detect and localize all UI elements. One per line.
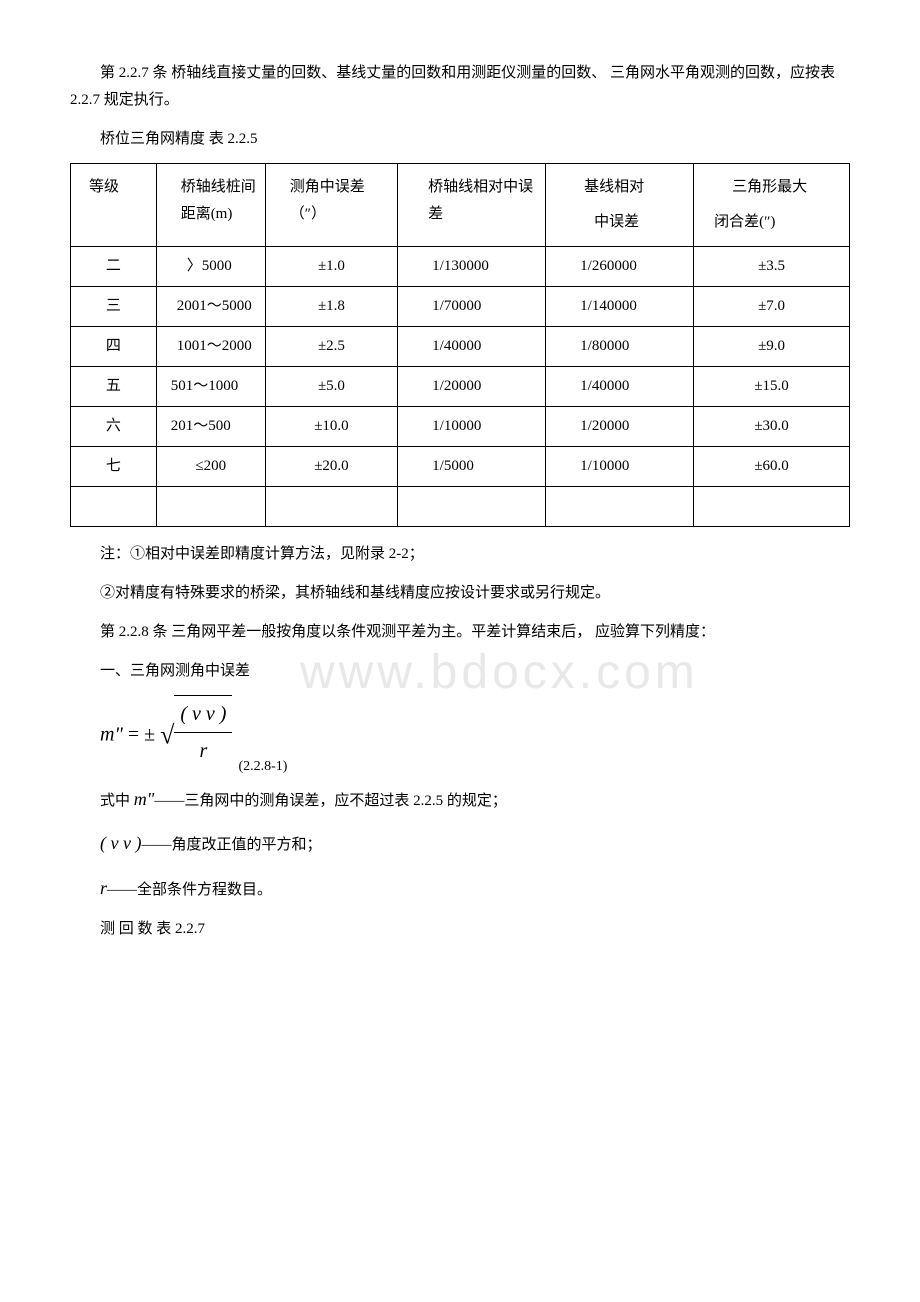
def-r-line: r——全部条件方程数目。 xyxy=(70,872,850,904)
table2-caption: 测 回 数 表 2.2.7 xyxy=(70,916,850,943)
cell-close: ±3.5 xyxy=(694,247,850,287)
header-axis: 桥轴线相对中误差 xyxy=(398,164,546,247)
table-row: 四 1001～2000 ±2.5 1/40000 1/80000 ±9.0 xyxy=(71,327,850,367)
def-r-text: ——全部条件方程数目。 xyxy=(107,882,272,898)
table-row: 六 201～500 ±10.0 1/10000 1/20000 ±30.0 xyxy=(71,407,850,447)
header-axis-text: 桥轴线相对中误差 xyxy=(428,179,533,222)
cell-level: 六 xyxy=(71,407,157,447)
header-close-line2: 闭合差(″) xyxy=(714,214,775,230)
cell-angle: ±2.5 xyxy=(265,327,397,367)
precision-table: 等级 桥轴线桩间距离(m) 测角中误差（″） 桥轴线相对中误差 基线相对 中误差… xyxy=(70,163,850,527)
cell-angle: ±10.0 xyxy=(265,407,397,447)
formula-row: m" = ± √ ( v v ) r (2.2.8-1) xyxy=(100,699,850,773)
cell-angle: ±1.8 xyxy=(265,287,397,327)
cell-angle: ±5.0 xyxy=(265,367,397,407)
cell-close: ±9.0 xyxy=(694,327,850,367)
cell-angle: ±1.0 xyxy=(265,247,397,287)
cell-close: ±60.0 xyxy=(694,447,850,487)
equals-plusminus: = ± xyxy=(128,724,155,746)
cell-level: 七 xyxy=(71,447,157,487)
header-angle-text: 测角中误差（″） xyxy=(290,179,365,222)
table-header-row: 等级 桥轴线桩间距离(m) 测角中误差（″） 桥轴线相对中误差 基线相对 中误差… xyxy=(71,164,850,247)
table-row: 七 ≤200 ±20.0 1/5000 1/10000 ±60.0 xyxy=(71,447,850,487)
cell-axis: 1/10000 xyxy=(398,407,546,447)
paragraph-228: 第 2.2.8 条 三角网平差一般按角度以条件观测平差为主。平差计算结束后， 应… xyxy=(70,619,850,646)
header-level-text: 等级 xyxy=(89,179,119,195)
header-close: 三角形最大 闭合差(″) xyxy=(694,164,850,247)
header-dist: 桥轴线桩间距离(m) xyxy=(156,164,265,247)
formula: m" = ± √ ( v v ) r xyxy=(100,699,232,773)
document-content: 第 2.2.7 条 桥轴线直接丈量的回数、基线丈量的回数和用测距仪测量的回数、 … xyxy=(70,60,850,943)
formula-eqnum: (2.2.8-1) xyxy=(238,754,287,779)
def-vv-text: ——角度改正值的平方和； xyxy=(141,837,321,853)
cell-axis: 1/5000 xyxy=(398,447,546,487)
note-1: 注：①相对中误差即精度计算方法，见附录 2-2； xyxy=(70,541,850,568)
var-m: m" xyxy=(134,789,155,809)
cell-close: ±15.0 xyxy=(694,367,850,407)
cell-close: ±7.0 xyxy=(694,287,850,327)
cell-dist: 1001～2000 xyxy=(156,327,265,367)
cell-level: 五 xyxy=(71,367,157,407)
header-level: 等级 xyxy=(71,164,157,247)
header-dist-text: 桥轴线桩间距离(m) xyxy=(181,179,256,222)
def-m-text: ——三角网中的测角误差，应不超过表 2.2.5 的规定； xyxy=(154,793,507,809)
cell-dist: 2001～5000 xyxy=(156,287,265,327)
cell-dist: 201～500 xyxy=(156,407,265,447)
def-m-line: 式中 m"——三角网中的测角误差，应不超过表 2.2.5 的规定； xyxy=(70,783,850,815)
cell-base: 1/10000 xyxy=(546,447,694,487)
cell-base: 1/260000 xyxy=(546,247,694,287)
cell-level: 四 xyxy=(71,327,157,367)
header-base: 基线相对 中误差 xyxy=(546,164,694,247)
cell-axis: 1/20000 xyxy=(398,367,546,407)
cell-dist: ≤200 xyxy=(156,447,265,487)
cell-dist: 501～1000 xyxy=(156,367,265,407)
table-row: 五 501～1000 ±5.0 1/20000 1/40000 ±15.0 xyxy=(71,367,850,407)
cell-axis: 1/70000 xyxy=(398,287,546,327)
intro-paragraph: 第 2.2.7 条 桥轴线直接丈量的回数、基线丈量的回数和用测距仪测量的回数、 … xyxy=(70,60,850,114)
cell-level: 二 xyxy=(71,247,157,287)
header-angle: 测角中误差（″） xyxy=(265,164,397,247)
cell-axis: 1/40000 xyxy=(398,327,546,367)
formula-lhs: m" xyxy=(100,724,123,746)
formula-denominator: r xyxy=(174,733,232,769)
radical-sign: √ xyxy=(160,721,174,750)
var-vv: ( v v ) xyxy=(100,833,141,853)
table-empty-row xyxy=(71,487,850,527)
cell-base: 1/20000 xyxy=(546,407,694,447)
formula-numerator: ( v v ) xyxy=(174,696,232,733)
note-2: ②对精度有特殊要求的桥梁，其桥轴线和基线精度应按设计要求或另行规定。 xyxy=(70,580,850,607)
cell-base: 1/80000 xyxy=(546,327,694,367)
table-row: 二 〉5000 ±1.0 1/130000 1/260000 ±3.5 xyxy=(71,247,850,287)
table-row: 三 2001～5000 ±1.8 1/70000 1/140000 ±7.0 xyxy=(71,287,850,327)
header-base-line2: 中误差 xyxy=(594,214,639,230)
cell-close: ±30.0 xyxy=(694,407,850,447)
fraction: ( v v ) r xyxy=(174,695,232,769)
cell-angle: ±20.0 xyxy=(265,447,397,487)
header-close-line1: 三角形最大 xyxy=(732,179,807,195)
cell-level: 三 xyxy=(71,287,157,327)
cell-base: 1/140000 xyxy=(546,287,694,327)
heading-1: 一、三角网测角中误差 xyxy=(70,658,850,685)
header-base-line1: 基线相对 xyxy=(584,179,644,195)
table1-caption: 桥位三角网精度 表 2.2.5 xyxy=(70,126,850,153)
cell-dist: 〉5000 xyxy=(156,247,265,287)
var-r: r xyxy=(100,878,107,898)
def-vv-line: ( v v )——角度改正值的平方和； xyxy=(70,827,850,859)
cell-axis: 1/130000 xyxy=(398,247,546,287)
cell-base: 1/40000 xyxy=(546,367,694,407)
def-intro: 式中 xyxy=(100,793,134,809)
